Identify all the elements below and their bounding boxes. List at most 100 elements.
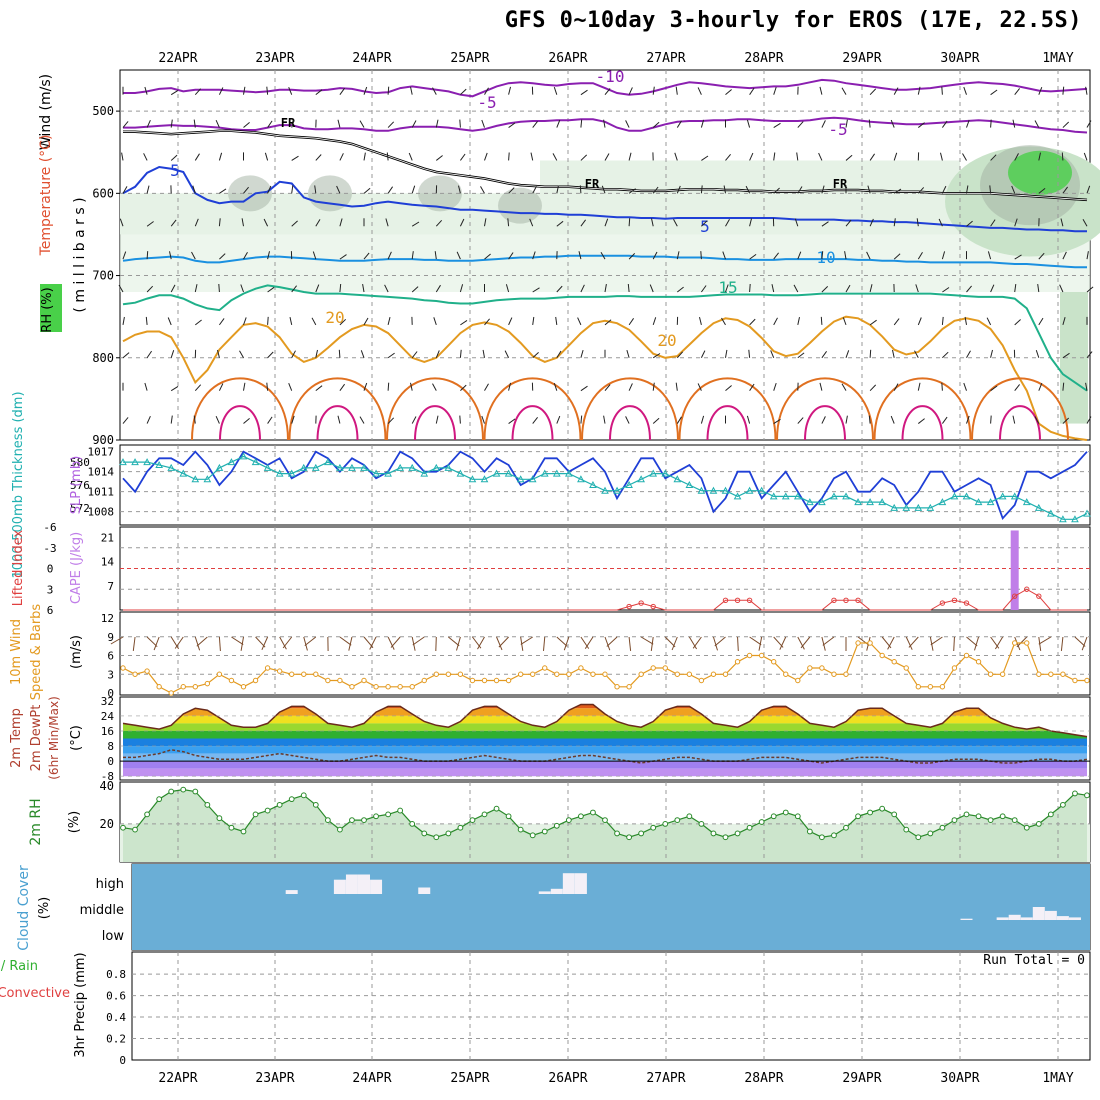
wind-speed-point (807, 665, 813, 671)
wind-barb (484, 318, 490, 326)
wind-barb (917, 187, 925, 194)
wind-barb (745, 185, 751, 194)
wind-barb (240, 636, 244, 651)
wind-barb (456, 636, 461, 651)
wind-barb (556, 185, 559, 194)
wind-speed-point (855, 640, 861, 646)
rh-point (337, 826, 343, 833)
wind-barb (987, 251, 992, 260)
wind-barb (604, 384, 611, 391)
wind-barb (218, 218, 221, 227)
wind-barb (369, 636, 377, 650)
rh-point (1084, 792, 1090, 799)
wind-barb (893, 253, 901, 260)
wind-speed-point (156, 684, 162, 690)
wind-barb (484, 383, 489, 391)
wind-speed-point (289, 671, 295, 677)
wind-speed-point (650, 665, 656, 671)
wind-barb (1059, 284, 1064, 293)
y-axis-label-thickness: 1000-500mb Thickness (dm) (11, 391, 26, 578)
wind-barb (144, 86, 148, 95)
thickness-point (396, 463, 404, 471)
wind-barb (484, 152, 488, 161)
rh-point (855, 813, 861, 820)
wind-barb (697, 87, 702, 95)
y-axis-label-minmax: (6hr Min/Max) (47, 696, 61, 780)
contour-line (901, 405, 944, 441)
wind-barb (990, 349, 993, 358)
wind-barb (700, 415, 705, 424)
wind-barb (363, 187, 371, 194)
wind-barb (714, 636, 726, 647)
contour-line (288, 377, 387, 441)
wind-barb (532, 120, 538, 128)
wind-barb (339, 283, 342, 293)
cloud-bar (285, 890, 298, 894)
thickness-point (890, 503, 899, 511)
rh-point (385, 811, 392, 818)
wind-barb (261, 636, 269, 651)
wind-barb (938, 218, 943, 227)
wind-barb (553, 382, 558, 391)
wind-barb (387, 352, 395, 359)
wind-barb (819, 86, 823, 95)
wind-barb (363, 152, 366, 161)
rh-point (602, 817, 608, 823)
wind-barb (1086, 185, 1091, 194)
contour-line (122, 254, 1087, 269)
li-point (939, 600, 946, 606)
cape-bar (1010, 530, 1019, 610)
wind-barb (990, 385, 998, 392)
wind-speed-point (1072, 677, 1078, 684)
thickness-point (348, 463, 356, 471)
thickness-point (938, 498, 947, 506)
wind-barb (339, 218, 343, 227)
wind-barb (652, 417, 660, 424)
wind-barb (600, 251, 606, 260)
wind-barb (819, 382, 823, 391)
panel-frame-temp2m (119, 696, 1091, 781)
rh-point (216, 815, 223, 822)
wind-speed-point (554, 671, 560, 677)
cape-panel (120, 527, 1090, 611)
wind-barb (941, 382, 943, 391)
wind-barb (267, 251, 270, 260)
li-point (626, 603, 632, 610)
wind-barb (1037, 284, 1040, 293)
wind-barb (553, 86, 558, 95)
cloud-bar (333, 879, 346, 894)
wind-barb (532, 352, 539, 359)
wind-speed-point (301, 671, 307, 677)
rh-point (782, 809, 789, 816)
wind-barb (579, 185, 582, 194)
wind-barb (725, 385, 732, 392)
run-total: Run Total = 0 (983, 953, 1085, 968)
wind-barb (890, 415, 895, 424)
rh-point (168, 788, 175, 795)
wind-barb (941, 120, 948, 128)
thickness-point (673, 475, 682, 483)
wind10-panel (110, 612, 1090, 696)
li-point (734, 597, 741, 604)
wind-speed-point (891, 659, 897, 665)
wind-barb (1035, 350, 1040, 358)
thickness-point (504, 469, 513, 477)
rh-point (903, 826, 910, 833)
cloud-bar (1020, 917, 1033, 920)
wind-barb (676, 351, 684, 359)
y-tick-label: 572 (70, 502, 90, 515)
wind-barb (218, 283, 220, 293)
wind-barb (818, 152, 823, 161)
wind-barb (990, 415, 992, 424)
thickness-point (287, 469, 296, 477)
wind-barb (384, 284, 389, 293)
wind-barb (194, 88, 202, 96)
date-label-top: 25APR (450, 51, 489, 66)
wind-barb (435, 636, 437, 652)
thickness-point (191, 475, 200, 483)
wind-barb (626, 349, 630, 358)
wind-barb (435, 350, 440, 358)
thickness-point (360, 463, 368, 471)
li-point (746, 597, 753, 604)
y-tick-label: 0 (119, 1054, 126, 1067)
